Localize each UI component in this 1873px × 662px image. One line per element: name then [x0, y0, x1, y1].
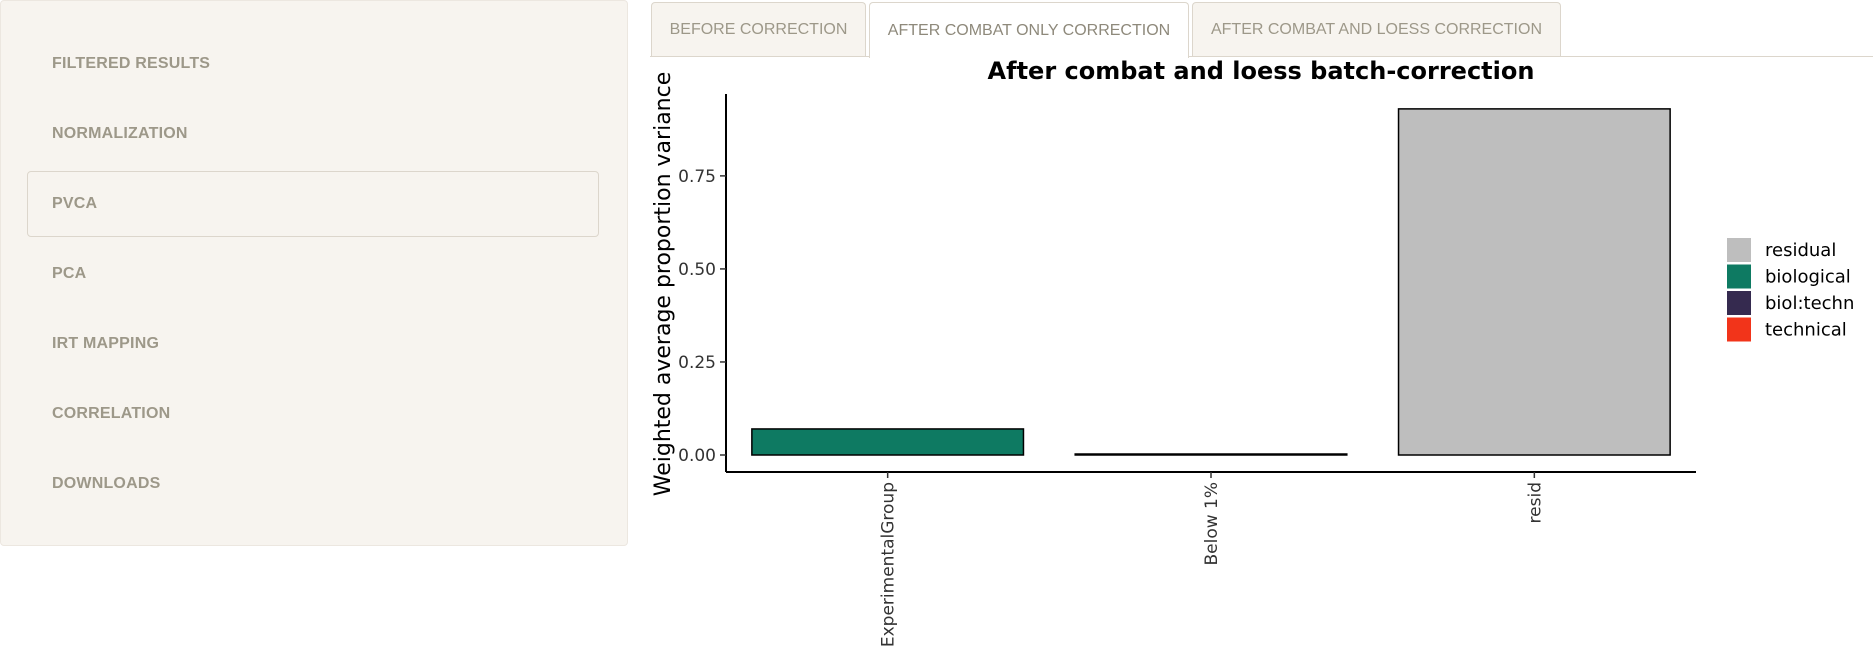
y-tick-label: 0.75 — [678, 167, 716, 187]
tab-after-combat-and-loess-correction[interactable]: AFTER COMBAT AND LOESS CORRECTION — [1192, 2, 1561, 56]
sidebar-item-pvca[interactable]: PVCA — [27, 171, 599, 237]
bar — [1397, 108, 1671, 456]
legend-swatch — [1727, 317, 1751, 342]
x-tick-label: resid — [1525, 482, 1545, 523]
chart-title: After combat and loess batch-correction — [988, 57, 1535, 85]
y-tick-label: 0.50 — [678, 260, 716, 280]
legend-swatch — [1727, 291, 1751, 315]
x-tick-label: Below 1% — [1202, 482, 1222, 566]
bar — [751, 428, 1025, 456]
bar — [1074, 453, 1348, 456]
sidebar-item-pca[interactable]: PCA — [52, 265, 87, 282]
legend-label: technical — [1765, 320, 1847, 341]
sidebar-item-downloads[interactable]: DOWNLOADS — [52, 475, 161, 492]
x-tick-label: ExperimentalGroup — [879, 482, 899, 647]
legend-label: residual — [1765, 240, 1836, 261]
legend-swatch — [1727, 264, 1751, 289]
tabs-divider — [650, 56, 1873, 57]
y-tick-label: 0.25 — [678, 353, 716, 373]
sidebar-item-correlation[interactable]: CORRELATION — [52, 405, 171, 422]
legend-swatch — [1727, 238, 1751, 262]
legend: residual biological biol:techn technical — [1727, 238, 1854, 342]
legend-label: biol:techn — [1765, 293, 1854, 314]
y-tick-label: 0.00 — [678, 446, 716, 466]
axes: 0.00 0.25 0.50 0.75 ExperimentalGroup Below 1… — [678, 94, 1696, 647]
sidebar: FILTERED RESULTS NORMALIZATION PVCA PCA … — [0, 0, 628, 546]
tab-after-combat-only-correction[interactable]: AFTER COMBAT ONLY CORRECTION — [869, 2, 1189, 58]
tab-before-correction[interactable]: BEFORE CORRECTION — [651, 2, 866, 56]
y-axis-label: Weighted average proportion variance — [651, 72, 676, 497]
sidebar-item-normalization[interactable]: NORMALIZATION — [52, 125, 188, 142]
sidebar-item-irt-mapping[interactable]: IRT MAPPING — [52, 335, 160, 352]
bars — [751, 108, 1671, 456]
pvca-bar-chart: After combat and loess batch-correction … — [651, 57, 1854, 647]
sidebar-item-filtered-results[interactable]: FILTERED RESULTS — [52, 55, 211, 72]
legend-label: biological — [1765, 267, 1851, 288]
